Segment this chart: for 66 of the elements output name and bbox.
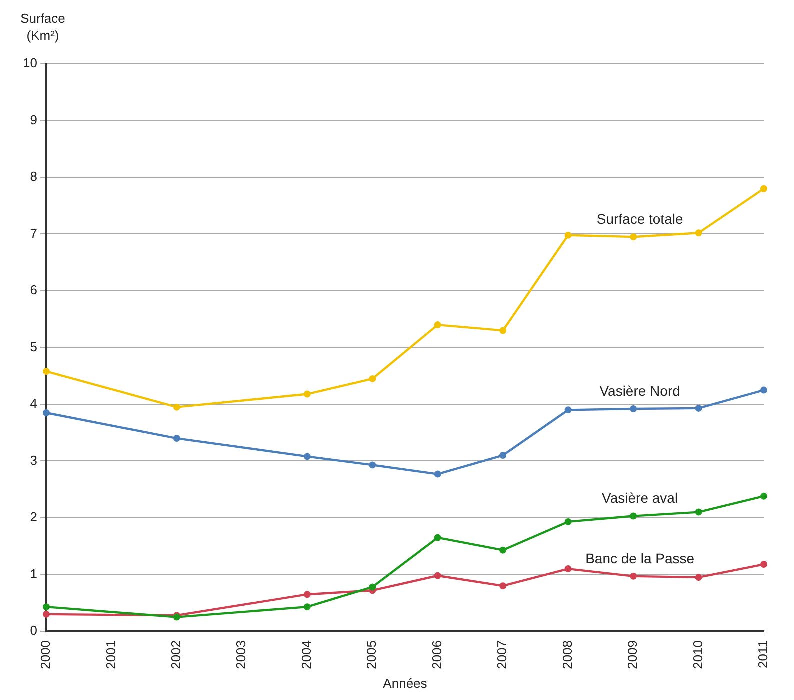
x-axis-title: Années: [383, 676, 428, 691]
point: [304, 604, 311, 611]
point: [369, 375, 376, 382]
point: [695, 508, 702, 516]
y-tick-label: 3: [30, 452, 38, 468]
point: [500, 546, 507, 554]
point: [434, 322, 442, 329]
x-tick-label: 2002: [168, 640, 184, 670]
y-tick-label: 2: [30, 510, 38, 525]
x-tick-label: 2008: [560, 640, 575, 670]
point: [304, 390, 311, 398]
y-tick-label: 0: [30, 623, 38, 638]
y-tick-label: 7: [30, 226, 38, 241]
y-tick-label: 5: [30, 339, 38, 354]
x-tick-label: 2003: [234, 640, 249, 670]
series-label: Banc de la Passe: [586, 550, 695, 566]
point: [369, 462, 376, 469]
point: [760, 561, 768, 568]
point: [500, 327, 507, 334]
x-tick-label: 2007: [494, 640, 510, 670]
x-tick-label: 2011: [756, 640, 771, 668]
point: [42, 368, 50, 376]
y-tick-label: 6: [30, 282, 38, 298]
y-tick-label: 8: [30, 169, 38, 184]
point: [760, 386, 768, 394]
y-tick-label: 9: [30, 112, 38, 128]
point: [695, 574, 702, 582]
point: [304, 591, 311, 598]
series-label: Surface totale: [596, 210, 684, 227]
point: [564, 232, 572, 239]
point: [434, 534, 442, 542]
point: [173, 404, 180, 411]
y-tick-label: 10: [22, 56, 38, 71]
x-tick-label: 2009: [625, 640, 640, 670]
point: [500, 452, 507, 460]
series-label: Vasière aval: [602, 490, 678, 506]
y-tick-label: 4: [30, 396, 38, 412]
point: [695, 404, 702, 412]
x-tick-label: 2005: [364, 640, 380, 670]
point: [630, 572, 638, 580]
point: [42, 610, 50, 618]
x-tick-label: 2001: [103, 640, 118, 670]
point: [434, 572, 442, 580]
point: [564, 518, 572, 526]
point: [173, 435, 180, 442]
series-label: Vasière Nord: [600, 382, 680, 399]
point: [369, 584, 376, 591]
point: [630, 512, 638, 520]
x-tick-label: 2006: [429, 640, 444, 670]
y-axis-title: Surface (Km²): [20, 10, 66, 44]
point: [500, 582, 507, 590]
x-tick-label: 2000: [38, 640, 54, 670]
point: [564, 406, 572, 414]
point: [630, 406, 638, 413]
point: [42, 410, 50, 416]
point: [695, 230, 702, 237]
point: [760, 185, 768, 192]
x-tick-label: 2004: [298, 640, 314, 670]
point: [434, 470, 442, 478]
x-tick-label: 2010: [690, 640, 706, 670]
point: [42, 604, 50, 611]
point: [564, 566, 572, 573]
point: [760, 492, 768, 500]
point: [304, 453, 311, 460]
y-tick-label: 1: [30, 566, 38, 582]
point: [630, 234, 638, 241]
